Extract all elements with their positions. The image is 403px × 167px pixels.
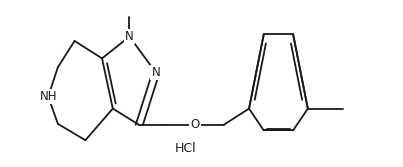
Text: HCl: HCl	[175, 142, 197, 155]
Text: O: O	[191, 118, 200, 131]
Text: NH: NH	[39, 90, 57, 103]
Text: N: N	[125, 30, 134, 43]
Text: N: N	[152, 66, 160, 79]
